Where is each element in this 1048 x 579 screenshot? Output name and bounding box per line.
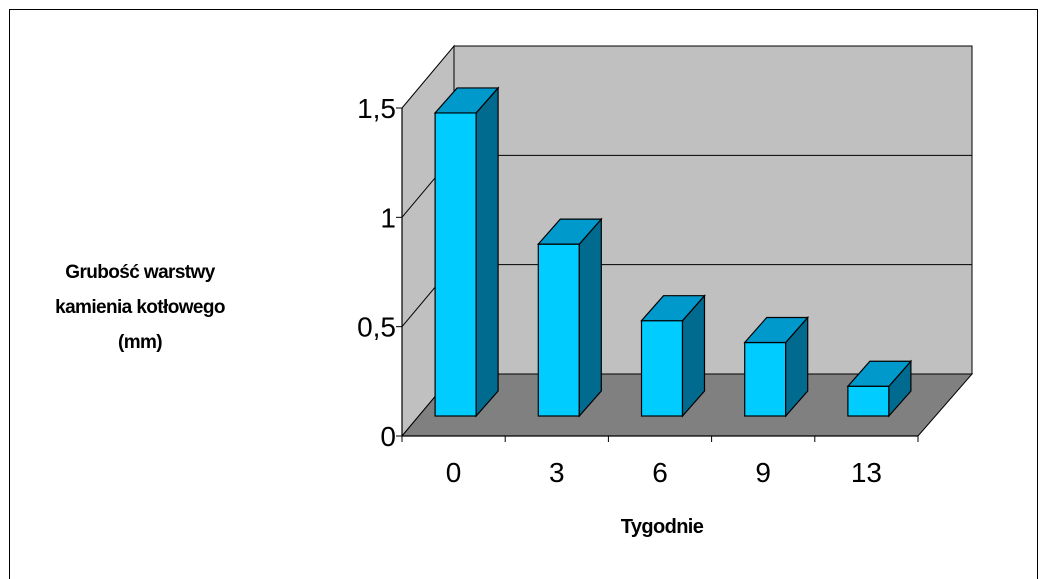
y-tick-labels: 0 0,5 1 1,5 — [357, 93, 396, 452]
y-axis-label-line-3: (mm) — [117, 332, 163, 353]
back-wall — [453, 45, 973, 375]
y-tick-label: 1 — [380, 202, 396, 233]
x-axis-label: Tygodnie — [621, 516, 704, 538]
bar-side — [578, 217, 602, 418]
x-tick-label: 3 — [549, 457, 565, 488]
bar-front — [434, 112, 477, 417]
x-tick-label: 13 — [851, 457, 882, 488]
x-tick-labels: 0 3 6 9 13 — [446, 457, 882, 488]
y-tick-label: 0 — [380, 421, 396, 452]
bar-side — [475, 86, 499, 418]
bar-top — [536, 218, 603, 245]
bar — [433, 86, 500, 418]
bar — [846, 359, 913, 418]
y-tick-label: 0,5 — [357, 312, 396, 343]
bar — [743, 315, 810, 418]
y-tick-label: 1,5 — [357, 93, 396, 124]
axes — [396, 107, 919, 442]
bars — [433, 86, 913, 418]
x-tick-label: 9 — [755, 457, 771, 488]
bar-front — [537, 243, 580, 417]
x-tick-label: 0 — [446, 457, 462, 488]
y-axis-label-line-1: Grubość warstwy — [65, 262, 215, 283]
bar-top — [846, 360, 913, 387]
bar-front — [744, 341, 787, 417]
bar-top — [433, 87, 500, 114]
bar — [536, 217, 603, 418]
x-tick-label: 6 — [652, 457, 668, 488]
bar-top — [743, 316, 810, 344]
bar-top — [640, 295, 706, 322]
bar — [640, 294, 706, 418]
bar-front — [640, 320, 684, 417]
bar-front — [847, 385, 890, 417]
y-axis-label: Grubość warstwy kamienia kotłowego (mm) — [20, 255, 260, 360]
y-axis-label-line-2: kamienia kotłowego — [55, 297, 225, 318]
